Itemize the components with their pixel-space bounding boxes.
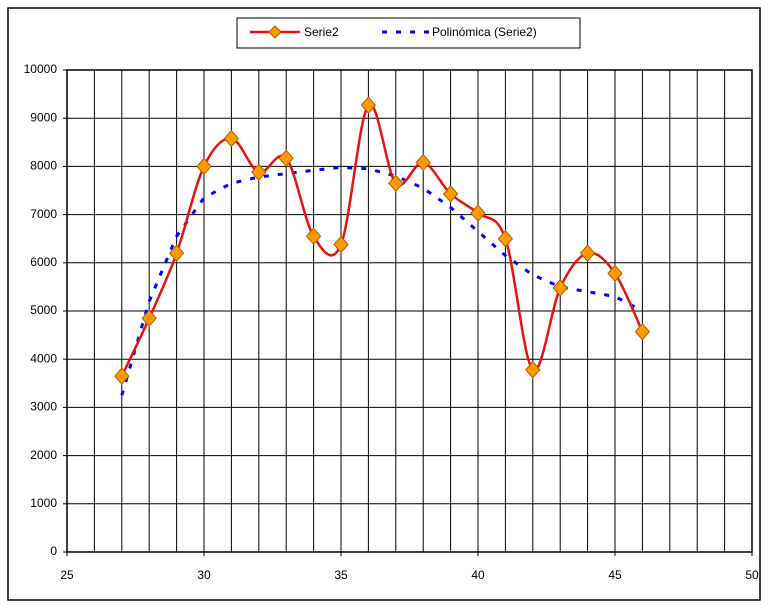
x-tick-label: 30	[197, 568, 211, 582]
legend-label: Serie2	[304, 25, 339, 39]
y-tick-label: 7000	[30, 207, 57, 221]
y-tick-label: 0	[50, 544, 57, 558]
marker	[305, 227, 322, 246]
marker	[579, 244, 596, 262]
marker	[223, 129, 240, 148]
marker	[552, 279, 568, 297]
legend-label: Polinómica (Serie2)	[432, 25, 537, 39]
y-tick-label: 6000	[30, 255, 57, 269]
legend-marker	[268, 25, 282, 39]
y-tick-label: 5000	[30, 303, 57, 317]
x-tick-label: 40	[471, 568, 485, 582]
y-tick-label: 4000	[30, 351, 57, 365]
y-tick-label: 2000	[30, 448, 57, 462]
marker	[360, 96, 377, 114]
marker	[634, 322, 651, 341]
marker	[470, 204, 486, 222]
marker	[278, 149, 294, 167]
marker	[607, 264, 623, 283]
marker	[168, 244, 185, 262]
legend: Serie2 Polinómica (Serie2)	[236, 17, 581, 49]
y-tick-label: 9000	[30, 110, 57, 124]
marker	[333, 235, 349, 254]
marker	[114, 367, 130, 385]
x-tick-label: 50	[745, 568, 759, 582]
marker	[415, 153, 431, 172]
plot-border	[66, 69, 753, 553]
x-tick-label: 45	[608, 568, 622, 582]
marker	[196, 157, 212, 176]
x-tick-label: 25	[60, 568, 74, 582]
y-tick-label: 3000	[30, 400, 57, 414]
marker	[251, 163, 267, 181]
x-tick-label: 35	[334, 568, 348, 582]
marker	[497, 229, 514, 248]
marker	[442, 185, 459, 203]
y-tick-label: 10000	[24, 62, 58, 76]
marker	[388, 174, 404, 193]
marker	[525, 361, 541, 379]
marker	[141, 309, 157, 327]
y-tick-label: 8000	[30, 159, 57, 173]
y-tick-label: 1000	[30, 496, 57, 510]
